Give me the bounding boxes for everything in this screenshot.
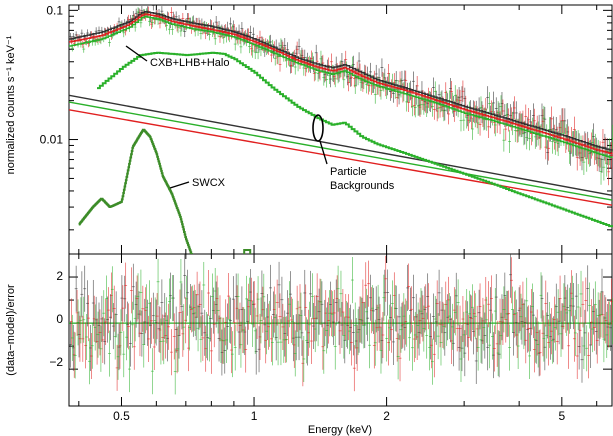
residual-y-axis-title: (data−model)/error [5,284,17,376]
annotation-particle-ellipse [312,114,324,142]
model-line-swcx-fragment [243,249,252,254]
y-tick-label: 0.01 [40,133,64,147]
residual-y-tick-label: 2 [56,269,63,283]
residual-y-tick-label: −2 [49,355,63,369]
annotation-particle: Particle Backgrounds [312,114,395,192]
x-axis-title: Energy (keV) [308,424,372,436]
annotation-cxb-leader [125,45,148,62]
annotation-cxb: CXB+LHB+Halo [125,45,230,69]
top-axis-ticks [69,5,612,254]
model-line-cxb-lhb-halo [97,51,613,228]
model-line-particle-red [69,109,613,206]
y-tick-label: 0.1 [46,3,63,17]
x-tick-label: 2 [383,409,390,423]
bottom-panel-frame [68,253,613,407]
annotation-particle-label-1: Particle [330,166,367,178]
residual-plot-area [69,254,613,395]
x-tick-label: 1 [251,409,258,423]
y-axis-title: normalized counts s⁻¹ keV⁻¹ [5,35,17,174]
model-line-particle-black [69,94,613,196]
model-line-swcx [78,128,193,254]
x-tick-label: 5 [558,409,565,423]
annotation-cxb-label: CXB+LHB+Halo [150,57,230,69]
model-line-particle-green [69,101,613,201]
annotation-particle-leader [319,140,328,165]
model-line-total-red [69,13,613,155]
annotation-swcx-leader [169,181,190,189]
model-line-total-black [69,10,613,151]
top-plot-area [69,5,613,254]
annotation-swcx: SWCX [169,177,226,189]
x-tick-label: 0.5 [113,409,130,423]
annotation-particle-label-2: Backgrounds [330,180,395,192]
model-line-total-green [69,15,613,158]
annotation-swcx-label: SWCX [192,177,226,189]
residual-y-tick-label: 0 [56,312,63,326]
